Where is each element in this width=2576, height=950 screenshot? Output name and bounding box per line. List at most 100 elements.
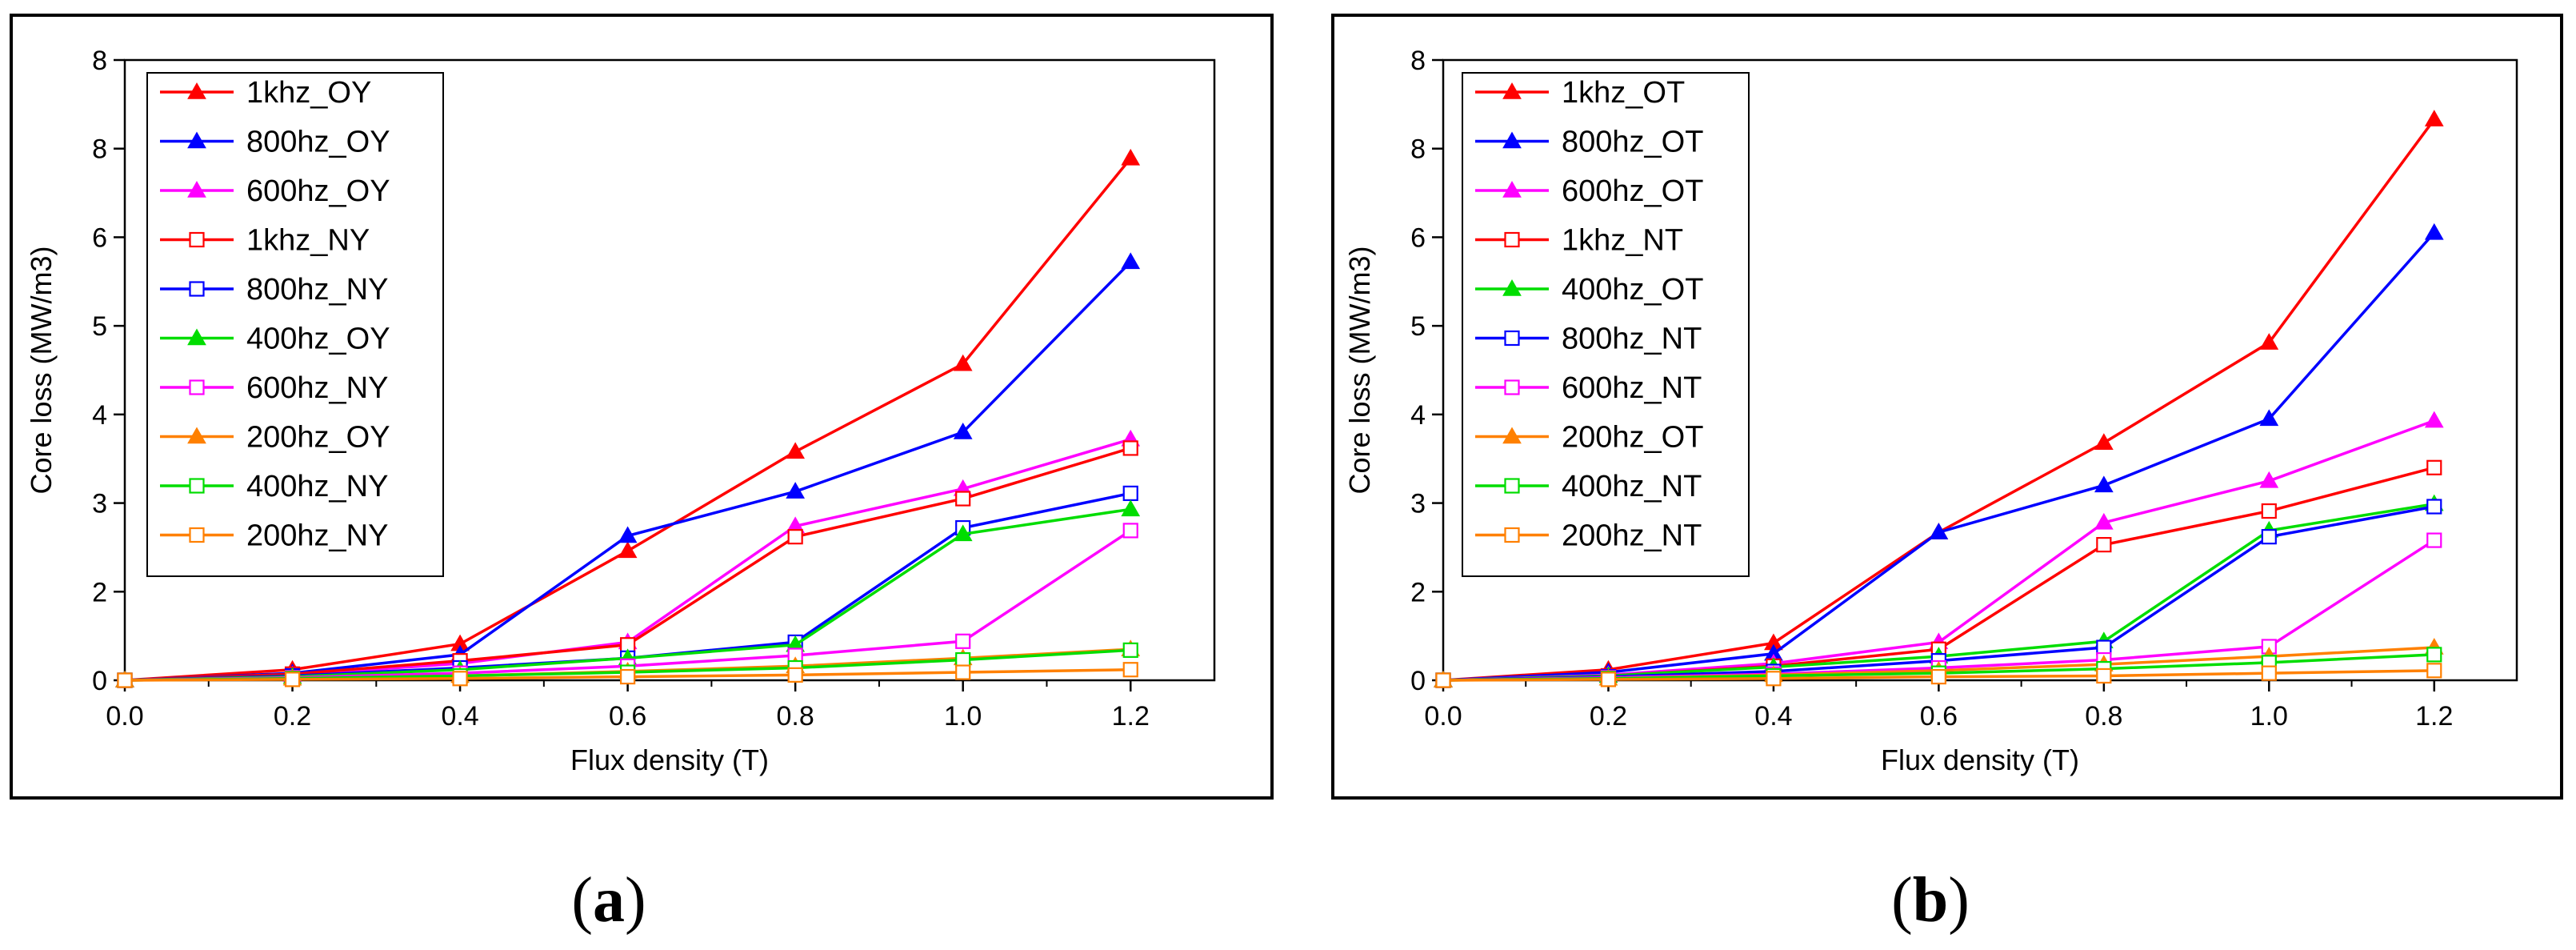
- caption-open-paren: (: [571, 865, 593, 936]
- legend-marker-1khz_OT: [1502, 82, 1522, 99]
- legend-label-600hz_NT: 600hz_NT: [1562, 371, 1702, 405]
- y-tick-label: 8: [1410, 134, 1426, 165]
- data-point-800hz_NT: [2426, 499, 2442, 515]
- legend-marker-800hz_NY: [189, 281, 205, 297]
- caption-letter: a: [593, 865, 625, 936]
- legend-label-200hz_NY: 200hz_NY: [246, 519, 388, 553]
- legend-label-200hz_NT: 200hz_NT: [1562, 519, 1702, 553]
- data-point-200hz_NY: [955, 664, 971, 680]
- y-tick-label: 4: [1410, 400, 1426, 431]
- legend-label-800hz_OY: 800hz_OY: [246, 126, 390, 159]
- x-tick-label: 0.0: [1424, 701, 1462, 732]
- legend-label-800hz_NT: 800hz_NT: [1562, 323, 1702, 356]
- data-point-1khz_OY: [618, 541, 638, 559]
- legend-marker-1khz_NY: [189, 231, 205, 248]
- data-point-1khz_OT: [2424, 110, 2444, 126]
- legend-label-1khz_OT: 1khz_OT: [1562, 76, 1685, 110]
- data-point-1khz_OY: [1121, 148, 1141, 166]
- x-tick-label: 0.0: [106, 701, 143, 732]
- x-tick-label: 0.6: [609, 701, 646, 732]
- y-tick-label: 2: [1410, 577, 1426, 607]
- x-axis-label: Flux density (T): [1881, 744, 2079, 776]
- y-tick-label: 6: [92, 222, 107, 253]
- legend-label-1khz_NY: 1khz_NY: [246, 224, 370, 258]
- x-axis-label: Flux density (T): [570, 744, 769, 776]
- y-tick-label: 5: [1410, 311, 1426, 342]
- data-point-200hz_NY: [284, 671, 301, 687]
- chart-panel-b: 0.0 0.2 0.4 0.6 0.8 1.0 1.2 0 2 3 4 5 6 8 8 Flux densit…: [1331, 14, 2563, 800]
- y-tick-label: 3: [1410, 489, 1426, 519]
- chart-panel-a: 0.0 0.2 0.4 0.6 0.8 1.0 1.2 0 2 3 4 5 6 8 8 Flux densit…: [10, 14, 1274, 800]
- legend-marker-400hz_OY: [187, 328, 206, 346]
- y-tick-label: 5: [92, 311, 107, 342]
- data-point-200hz_NT: [1766, 671, 1782, 687]
- data-point-800hz_OT: [2424, 222, 2444, 240]
- x-tick-label: 1.0: [2250, 701, 2288, 732]
- legend-marker-1khz_OY: [187, 82, 206, 99]
- data-point-200hz_NT: [1435, 672, 1451, 688]
- x-tick-label: 0.2: [274, 701, 311, 732]
- caption-close-paren: ): [1948, 865, 1970, 936]
- legend-label-800hz_OT: 800hz_OT: [1562, 126, 1703, 159]
- caption-close-paren: ): [625, 865, 646, 936]
- legend-marker-600hz_OY: [187, 180, 206, 198]
- y-tick-label: 8: [92, 134, 107, 165]
- legend-marker-200hz_OT: [1502, 427, 1522, 444]
- caption-letter: b: [1912, 865, 1949, 936]
- legend-label-400hz_NY: 400hz_NY: [246, 470, 388, 503]
- y-tick-label-top: 8: [92, 46, 107, 76]
- data-point-1khz_NT: [2261, 503, 2277, 519]
- legend-label-800hz_NY: 800hz_NY: [246, 273, 388, 307]
- legend-marker-600hz_OT: [1502, 180, 1522, 198]
- data-point-400hz_NY: [1122, 642, 1138, 658]
- data-point-1khz_NT: [2096, 537, 2112, 553]
- legend-marker-200hz_NY: [189, 527, 205, 543]
- y-tick-label: 2: [92, 577, 107, 607]
- y-tick-label: 6: [1410, 222, 1426, 253]
- data-point-400hz_NT: [2426, 647, 2442, 663]
- legend-label-200hz_OY: 200hz_OY: [246, 421, 390, 455]
- y-tick-label: 3: [92, 489, 107, 519]
- x-tick-label: 1.0: [944, 701, 982, 732]
- data-point-1khz_NY: [1122, 440, 1138, 456]
- data-point-600hz_NY: [1122, 523, 1138, 539]
- legend-marker-200hz_OY: [187, 427, 206, 444]
- legend-marker-1khz_NT: [1504, 231, 1520, 248]
- x-tick-label: 0.4: [1754, 701, 1792, 732]
- data-point-600hz_NY: [955, 633, 971, 649]
- legend-marker-800hz_NT: [1504, 330, 1520, 347]
- data-point-600hz_NT: [2426, 532, 2442, 548]
- legend-label-1khz_OY: 1khz_OY: [246, 76, 371, 110]
- chart-b-svg: 0.0 0.2 0.4 0.6 0.8 1.0 1.2 0 2 3 4 5 6 8 8 Flux densit…: [1343, 46, 2518, 776]
- data-point-200hz_NT: [2096, 667, 2112, 684]
- data-point-200hz_NT: [1600, 671, 1617, 687]
- y-tick-label-top: 8: [1410, 46, 1426, 76]
- legend-marker-400hz_NT: [1504, 478, 1520, 494]
- legend-marker-800hz_OY: [187, 131, 206, 149]
- legend-marker-600hz_NT: [1504, 379, 1520, 395]
- legend-label-600hz_NY: 600hz_NY: [246, 371, 388, 405]
- legend-marker-400hz_NY: [189, 478, 205, 494]
- legend-marker-800hz_OT: [1502, 131, 1522, 149]
- data-point-800hz_OY: [618, 526, 638, 543]
- data-point-1khz_OT: [2259, 333, 2279, 350]
- y-axis-label: Core loss (MW/m3): [1343, 246, 1376, 494]
- data-point-1khz_NY: [787, 529, 803, 545]
- data-point-800hz_OT: [2094, 475, 2114, 493]
- x-tick-label: 0.2: [1590, 701, 1627, 732]
- data-point-200hz_NT: [2261, 665, 2277, 681]
- data-point-800hz_OY: [1121, 252, 1141, 270]
- series-200hz_NT: [1435, 663, 2442, 688]
- plot-frame: [123, 58, 1216, 682]
- caption-open-paren: (: [1891, 865, 1913, 936]
- x-tick-label: 1.2: [1112, 701, 1150, 732]
- y-axis-label: Core loss (MW/m3): [25, 246, 58, 494]
- data-point-200hz_NY: [117, 672, 133, 688]
- x-tick-label: 0.8: [777, 701, 814, 732]
- plot-frame: [1442, 58, 2518, 682]
- x-tick-label: 0.4: [441, 701, 478, 732]
- data-point-1khz_OY: [953, 354, 973, 371]
- legend-marker-200hz_NT: [1504, 527, 1520, 543]
- data-point-200hz_NT: [1930, 668, 1946, 685]
- legend-label-400hz_OY: 400hz_OY: [246, 323, 390, 356]
